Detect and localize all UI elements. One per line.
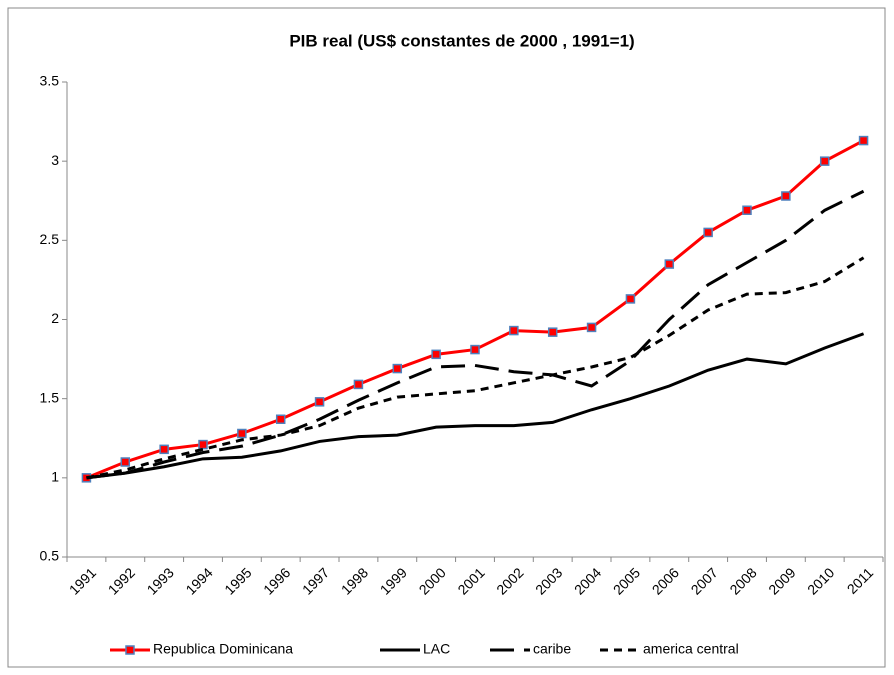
- y-tick-label: 3.5: [40, 73, 60, 89]
- data-point: [198, 439, 208, 450]
- data-point: [392, 363, 403, 374]
- data-point: [237, 428, 247, 439]
- legend-label: caribe: [533, 641, 571, 657]
- series-line: [86, 256, 865, 480]
- data-point: [819, 156, 830, 166]
- data-point: [353, 379, 364, 390]
- data-point: [586, 322, 597, 333]
- data-point: [159, 444, 169, 455]
- data-point: [120, 457, 131, 467]
- y-tick-label: 1.5: [40, 389, 60, 405]
- data-point: [275, 414, 286, 424]
- data-point: [314, 397, 325, 407]
- data-point: [703, 227, 713, 238]
- data-point: [742, 205, 752, 215]
- chart-title: PIB real (US$ constantes de 2000 , 1991=…: [289, 31, 634, 50]
- y-tick-label: 2.5: [40, 231, 60, 247]
- legend-label: Republica Dominicana: [153, 641, 293, 657]
- data-point: [664, 259, 675, 269]
- data-point: [781, 191, 791, 201]
- y-tick-label: 0.5: [40, 548, 60, 564]
- data-point: [509, 325, 519, 336]
- data-point: [858, 135, 869, 146]
- legend-label: LAC: [423, 641, 450, 657]
- data-point: [431, 349, 441, 360]
- y-tick-label: 2: [51, 310, 59, 326]
- y-tick-label: 1: [51, 469, 59, 485]
- legend-label: america central: [643, 641, 739, 657]
- chart-border: [7, 7, 886, 668]
- legend-marker: [125, 645, 135, 655]
- y-tick-label: 3: [51, 152, 59, 168]
- data-point: [625, 294, 636, 304]
- series-line: [86, 332, 865, 480]
- data-point: [470, 344, 480, 355]
- data-point: [547, 327, 558, 337]
